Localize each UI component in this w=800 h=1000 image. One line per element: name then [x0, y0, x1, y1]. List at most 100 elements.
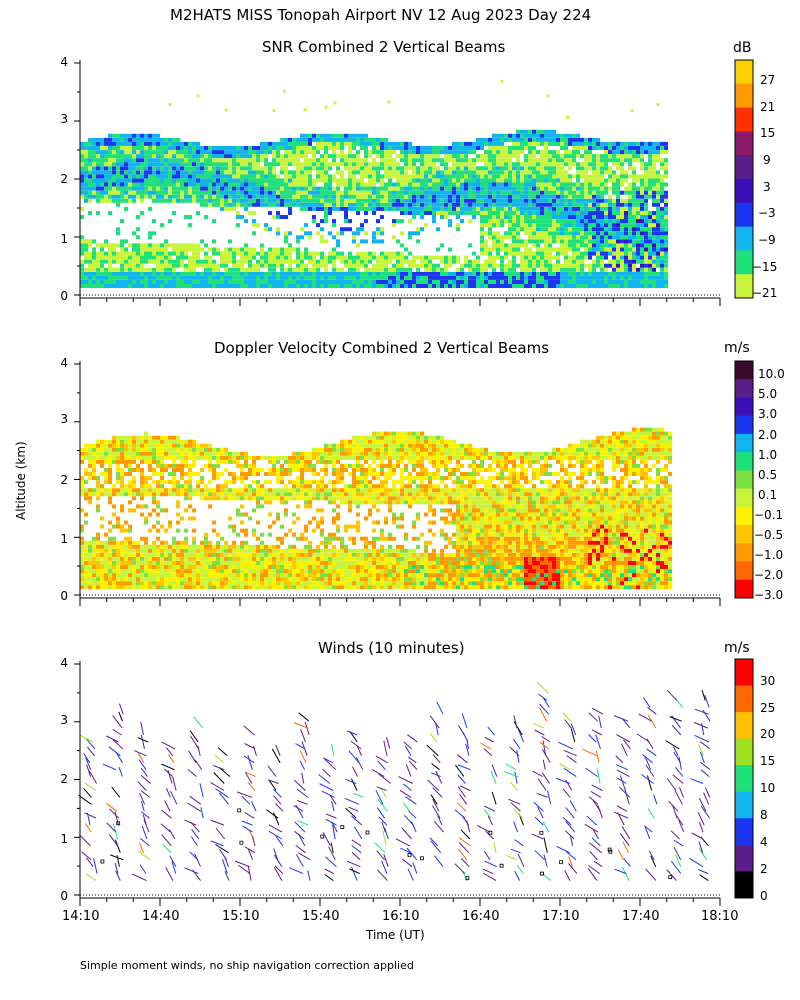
snr-cell	[548, 231, 552, 236]
snr-cell	[504, 271, 508, 276]
snr-cell	[380, 182, 384, 187]
snr-cell	[100, 158, 104, 163]
doppler-cell	[144, 431, 148, 436]
snr-cell	[364, 275, 368, 280]
snr-cell	[132, 243, 136, 248]
snr-cell	[540, 284, 544, 288]
snr-cell	[364, 194, 368, 199]
snr-cell	[408, 267, 412, 272]
snr-cell	[136, 190, 140, 195]
doppler-cell	[80, 492, 84, 497]
snr-cell	[124, 137, 128, 142]
snr-cell	[192, 170, 196, 175]
snr-cell	[412, 231, 416, 236]
snr-cell	[588, 202, 592, 207]
snr-cell	[208, 150, 212, 155]
doppler-cell	[108, 451, 112, 456]
snr-cell	[472, 251, 476, 256]
snr-cell	[232, 284, 236, 288]
snr-cell	[544, 251, 548, 256]
snr-cell	[152, 158, 156, 163]
snr-cell	[588, 215, 592, 219]
doppler-cell	[140, 439, 144, 444]
snr-cell	[168, 243, 172, 248]
snr-cell	[652, 215, 656, 219]
snr-cell	[296, 202, 300, 207]
snr-cell	[660, 271, 664, 276]
snr-cell	[312, 255, 316, 260]
snr-cell	[88, 162, 92, 167]
snr-cell	[164, 174, 168, 179]
snr-cell	[400, 259, 404, 264]
snr-cell	[628, 166, 632, 171]
snr-cell	[572, 247, 576, 252]
snr-cell	[208, 162, 212, 167]
snr-cell	[596, 166, 600, 171]
snr-cell	[648, 263, 652, 268]
snr-cell	[608, 141, 612, 146]
snr-cell	[440, 202, 444, 207]
snr-cell	[204, 243, 208, 248]
snr-cell	[212, 280, 216, 284]
snr-cell	[616, 150, 620, 155]
snr-panel-title: SNR Combined 2 Vertical Beams	[262, 38, 506, 56]
snr-cell	[108, 259, 112, 264]
snr-cell	[120, 141, 124, 146]
snr-cell	[628, 267, 632, 272]
snr-cell	[80, 206, 84, 211]
snr-cell	[588, 235, 592, 240]
snr-cell	[120, 255, 124, 260]
snr-cell	[480, 174, 484, 179]
snr-cell	[240, 182, 244, 187]
snr-cell	[300, 259, 304, 264]
doppler-cell	[152, 573, 156, 578]
doppler-colorbar-label: −3.0	[754, 588, 784, 602]
snr-cell	[624, 202, 628, 207]
snr-cell	[304, 186, 308, 191]
snr-cell	[236, 194, 240, 199]
snr-ytick: 2	[60, 172, 68, 186]
snr-cell	[304, 223, 308, 228]
snr-cell	[208, 275, 212, 280]
snr-cell	[256, 271, 260, 276]
doppler-cell	[84, 472, 88, 476]
snr-cell	[352, 239, 356, 244]
snr-cell	[172, 271, 176, 276]
snr-cell	[596, 231, 600, 236]
doppler-cell	[144, 569, 148, 574]
snr-cell	[592, 247, 596, 252]
snr-cell	[456, 255, 460, 260]
snr-cell	[196, 166, 200, 171]
snr-cell	[292, 247, 296, 252]
snr-cell	[388, 194, 392, 199]
snr-cell	[396, 255, 400, 260]
snr-cell	[452, 141, 456, 146]
snr-cell	[192, 194, 196, 199]
snr-cell	[520, 202, 524, 207]
snr-cell	[460, 275, 464, 280]
doppler-cell	[164, 463, 168, 468]
snr-cell	[484, 198, 488, 203]
doppler-cell	[96, 439, 100, 444]
snr-cell	[356, 263, 360, 268]
snr-cell	[560, 174, 564, 179]
snr-cell	[504, 174, 508, 179]
snr-cell	[100, 194, 104, 199]
snr-cell	[180, 255, 184, 260]
snr-cell	[304, 150, 308, 155]
snr-cell	[620, 243, 624, 248]
snr-cell	[188, 158, 192, 163]
snr-cell	[648, 158, 652, 163]
snr-cell	[580, 141, 584, 146]
snr-cell	[632, 166, 636, 171]
snr-cell	[88, 166, 92, 171]
snr-cell	[484, 211, 488, 215]
snr-cell	[548, 174, 552, 179]
snr-cell	[128, 154, 132, 159]
snr-cell	[600, 255, 604, 260]
snr-cell	[196, 263, 200, 268]
snr-cell	[384, 150, 388, 155]
snr-cell	[648, 194, 652, 199]
snr-cell	[268, 182, 272, 187]
snr-cell	[424, 174, 428, 179]
